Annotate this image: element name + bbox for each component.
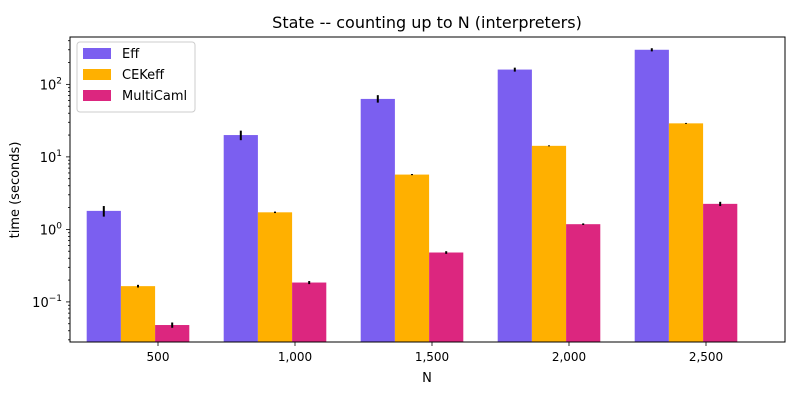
- bar-eff-1: [223, 135, 258, 342]
- bar-cekeff-4: [668, 123, 704, 342]
- chart-title: State -- counting up to N (interpreters): [272, 13, 582, 32]
- legend-swatch-multicaml: [83, 90, 111, 101]
- bar-eff-4: [634, 49, 669, 343]
- legend-swatch-cekeff: [83, 69, 111, 80]
- plot-area: [86, 48, 738, 343]
- bar-cekeff-3: [531, 145, 567, 342]
- bar-eff-2: [360, 98, 395, 342]
- x-axis-label: N: [422, 371, 432, 386]
- y-tick-label: 100: [40, 221, 63, 238]
- x-tick-label: 2,000: [552, 350, 586, 364]
- x-tick-label: 2,500: [689, 350, 723, 364]
- bar-multicaml-0: [155, 325, 190, 342]
- y-tick-label: 102: [40, 76, 62, 93]
- legend-label-eff: Eff: [122, 47, 140, 62]
- legend-swatch-eff: [83, 48, 111, 59]
- legend: Eff CEKeff MultiCaml: [76, 41, 196, 113]
- y-tick-label: 10−1: [32, 294, 62, 311]
- y-tick-label: 101: [40, 149, 62, 166]
- bar-multicaml-1: [292, 282, 327, 342]
- y-axis: 10−1 100 101 102: [32, 40, 70, 341]
- x-tick-label: 1,500: [415, 350, 449, 364]
- bar-multicaml-4: [703, 203, 738, 342]
- x-tick-label: 1,000: [278, 350, 312, 364]
- x-tick-label: 500: [147, 350, 170, 364]
- y-axis-label: time (seconds): [8, 142, 23, 239]
- x-axis: 500 1,000 1,500 2,000 2,500: [147, 342, 723, 364]
- bar-multicaml-2: [429, 252, 464, 342]
- bar-eff-0: [86, 210, 121, 342]
- bar-eff-3: [497, 69, 532, 342]
- bar-multicaml-3: [566, 224, 601, 342]
- legend-label-multicaml: MultiCaml: [122, 89, 187, 104]
- bar-cekeff-1: [257, 212, 293, 342]
- bar-cekeff-2: [394, 174, 430, 342]
- plot-frame: [69, 36, 786, 343]
- legend-label-cekeff: CEKeff: [122, 68, 165, 83]
- bar-cekeff-0: [120, 286, 156, 342]
